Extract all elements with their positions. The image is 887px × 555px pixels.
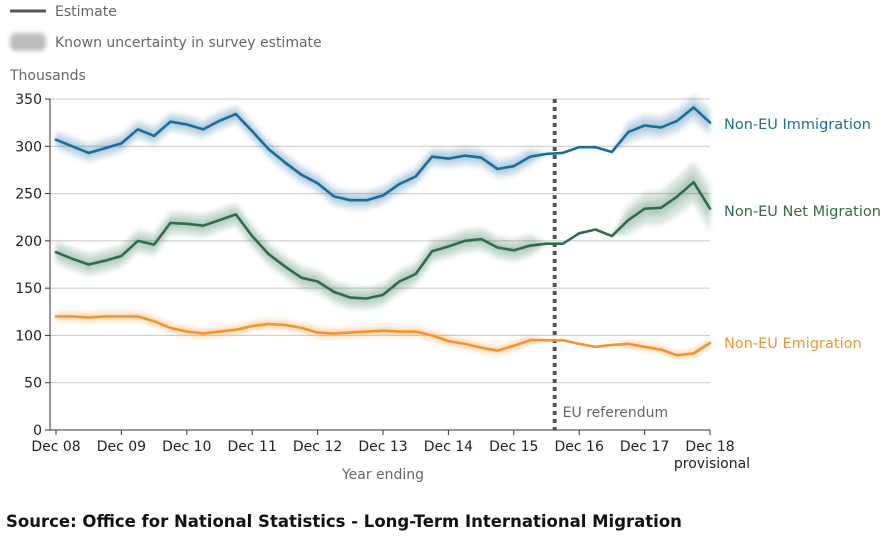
x-tick-label-6: Dec 14 xyxy=(424,439,473,455)
net-series-label: Non-EU Net Migration xyxy=(724,204,881,220)
emigration-series-label: Non-EU Emigration xyxy=(724,336,862,352)
y-tick-label-200: 200 xyxy=(15,234,42,250)
uncertainty-bands xyxy=(56,94,710,360)
immigration-line xyxy=(54,106,712,202)
x-tick-label-10: Dec 18 xyxy=(685,439,734,455)
emigration-line xyxy=(54,315,712,357)
referendum-marker-group: EU referendum xyxy=(552,99,668,430)
series-lines xyxy=(54,106,712,357)
x-tick-label-8: Dec 16 xyxy=(555,439,604,455)
x-tick-label-5: Dec 13 xyxy=(358,439,407,455)
y-tick-label-300: 300 xyxy=(15,139,42,155)
x-tick-label-4: Dec 12 xyxy=(293,439,342,455)
x-tick-label-9: Dec 17 xyxy=(620,439,669,455)
source-note: Source: Office for National Statistics -… xyxy=(6,512,682,531)
legend-uncertainty-swatch xyxy=(10,33,46,51)
emigration-uncertainty-band xyxy=(56,310,710,360)
eu-referendum-label: EU referendum xyxy=(563,405,668,421)
series-labels: Non-EU Immigration Non-EU Net Migration No… xyxy=(724,117,881,352)
legend-uncertainty-label: Known uncertainty in survey estimate xyxy=(55,35,322,51)
y-axis-ticks: 0 50 100 150 200 250 300 350 xyxy=(15,92,50,439)
x-tick-label-3: Dec 11 xyxy=(228,439,277,455)
x-tick-label-7: Dec 15 xyxy=(489,439,538,455)
immigration-series-label: Non-EU Immigration xyxy=(724,117,871,133)
y-tick-label-250: 250 xyxy=(15,187,42,203)
emigration-uncertainty-band-inner xyxy=(56,314,710,358)
x-tick-sublabel-provisional: provisional xyxy=(674,456,750,472)
y-tick-label-0: 0 xyxy=(33,423,42,439)
x-axis-ticks: Dec 08 Dec 09 Dec 10 Dec 11 Dec 12 Dec 13 Dec … xyxy=(31,430,750,472)
legend: Estimate Known uncertainty in survey est… xyxy=(10,4,322,51)
x-tick-label-0: Dec 08 xyxy=(31,439,80,455)
x-tick-label-1: Dec 09 xyxy=(97,439,146,455)
net-line xyxy=(54,180,712,300)
legend-estimate-label: Estimate xyxy=(55,4,117,20)
x-tick-label-2: Dec 10 xyxy=(162,439,211,455)
y-tick-label-50: 50 xyxy=(24,376,42,392)
x-axis-title: Year ending xyxy=(341,467,424,483)
y-axis-title: Thousands xyxy=(9,68,86,84)
y-tick-label-350: 350 xyxy=(15,92,42,108)
y-tick-label-150: 150 xyxy=(15,281,42,297)
y-tick-label-100: 100 xyxy=(15,328,42,344)
